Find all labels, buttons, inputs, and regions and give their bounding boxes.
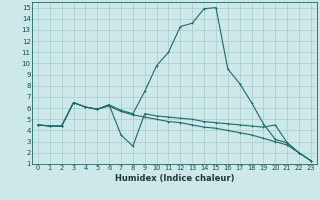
X-axis label: Humidex (Indice chaleur): Humidex (Indice chaleur) <box>115 174 234 183</box>
